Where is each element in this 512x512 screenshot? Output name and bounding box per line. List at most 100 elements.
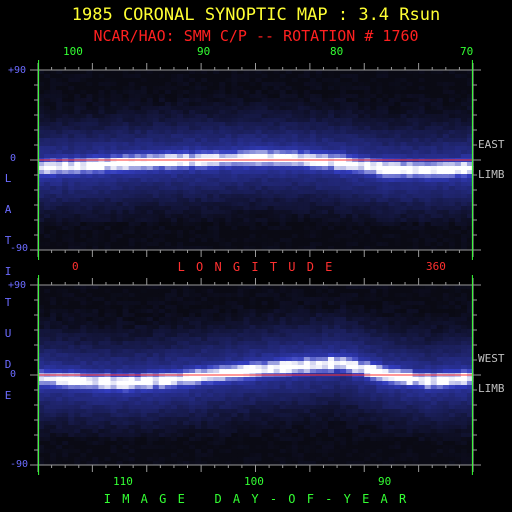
heatmap-cell — [219, 190, 226, 195]
heatmap-cell — [152, 134, 160, 139]
heatmap-cell — [183, 297, 190, 302]
heatmap-cell — [122, 242, 130, 247]
heatmap-cell — [134, 413, 142, 418]
heatmap-cell — [68, 301, 75, 306]
heatmap-cell — [207, 293, 214, 298]
heatmap-cell — [430, 242, 438, 247]
heatmap-cell — [243, 341, 251, 346]
heatmap-cell — [201, 325, 208, 330]
heatmap-cell — [321, 114, 329, 119]
heatmap-cell — [412, 182, 420, 187]
heatmap-cell — [170, 118, 178, 123]
heatmap-cell — [243, 218, 251, 223]
heatmap-cell — [74, 218, 81, 223]
heatmap-cell — [98, 214, 106, 219]
heatmap-cell — [219, 449, 226, 454]
heatmap-cell — [207, 142, 214, 147]
heatmap-cell — [80, 285, 87, 290]
heatmap-cell — [158, 357, 166, 362]
heatmap-cell — [291, 226, 299, 231]
heatmap-cell — [273, 86, 281, 91]
heatmap-cell — [436, 154, 444, 159]
heatmap-cell — [38, 230, 45, 235]
heatmap-cell — [116, 409, 124, 414]
heatmap-cell — [104, 150, 112, 155]
heatmap-cell — [237, 357, 245, 362]
heatmap-cell — [273, 130, 281, 135]
heatmap-cell — [249, 405, 257, 410]
heatmap-cell — [243, 377, 251, 382]
heatmap-cell — [237, 234, 245, 239]
heatmap-cell — [334, 246, 341, 251]
heatmap-cell — [158, 429, 166, 434]
heatmap-cell — [98, 142, 106, 147]
heatmap-cell — [146, 381, 154, 386]
heatmap-cell — [104, 98, 112, 103]
heatmap-cell — [213, 433, 220, 438]
heatmap-cell — [62, 138, 69, 143]
heatmap-cell — [400, 238, 408, 243]
heatmap-cell — [140, 301, 148, 306]
heatmap-cell — [128, 94, 136, 99]
heatmap-cell — [98, 445, 106, 450]
heatmap-cell — [285, 118, 293, 123]
heatmap-cell — [183, 146, 190, 151]
heatmap-cell — [225, 122, 232, 127]
heatmap-cell — [134, 202, 142, 207]
heatmap-cell — [152, 369, 160, 374]
heatmap-cell — [334, 102, 341, 107]
heatmap-cell — [152, 353, 160, 358]
heatmap-cell — [237, 365, 245, 370]
heatmap-cell — [237, 242, 245, 247]
map-title: 1985 CORONAL SYNOPTIC MAP : 3.4 Rsun — [71, 5, 441, 25]
heatmap-cell — [412, 242, 420, 247]
heatmap-cell — [195, 429, 202, 434]
heatmap-cell — [207, 114, 214, 119]
heatmap-cell — [86, 305, 93, 310]
heatmap-cell — [140, 405, 148, 410]
heatmap-cell — [140, 182, 148, 187]
heatmap-cell — [62, 110, 69, 115]
heatmap-cell — [285, 242, 293, 247]
heatmap-cell — [128, 361, 136, 366]
heatmap-cell — [279, 142, 287, 147]
heatmap-cell — [261, 182, 269, 187]
heatmap-cell — [122, 385, 130, 390]
heatmap-cell — [195, 90, 202, 95]
heatmap-cell — [152, 337, 160, 342]
heatmap-cell — [74, 309, 81, 314]
heatmap-cell — [56, 138, 63, 143]
heatmap-cell — [297, 102, 305, 107]
heatmap-cell — [237, 82, 245, 87]
heatmap-cell — [394, 162, 402, 167]
heatmap-cell — [128, 86, 136, 91]
heatmap-cell — [394, 210, 402, 215]
heatmap-cell — [38, 174, 45, 179]
heatmap-cell — [340, 78, 347, 83]
heatmap-cell — [80, 301, 87, 306]
heatmap-cell — [231, 118, 238, 123]
heatmap-cell — [243, 166, 251, 171]
heatmap-cell — [382, 226, 390, 231]
heatmap-cell — [116, 210, 124, 215]
heatmap-cell — [189, 445, 196, 450]
heatmap-cell — [406, 114, 414, 119]
heatmap-cell — [164, 369, 172, 374]
heatmap-cell — [436, 170, 444, 175]
heatmap-cell — [321, 134, 329, 139]
heatmap-cell — [249, 214, 257, 219]
heatmap-cell — [74, 122, 81, 127]
heatmap-cell — [122, 190, 130, 195]
heatmap-cell — [394, 134, 402, 139]
heatmap-cell — [454, 174, 462, 179]
heatmap-cell — [219, 333, 226, 338]
heatmap-cell — [255, 162, 263, 167]
heatmap-cell — [261, 238, 269, 243]
heatmap-cell — [134, 174, 142, 179]
heatmap-cell — [315, 242, 323, 247]
heatmap-cell — [183, 349, 190, 354]
heatmap-cell — [382, 202, 390, 207]
heatmap-cell — [68, 405, 75, 410]
heatmap-cell — [225, 90, 232, 95]
heatmap-cell — [38, 238, 45, 243]
